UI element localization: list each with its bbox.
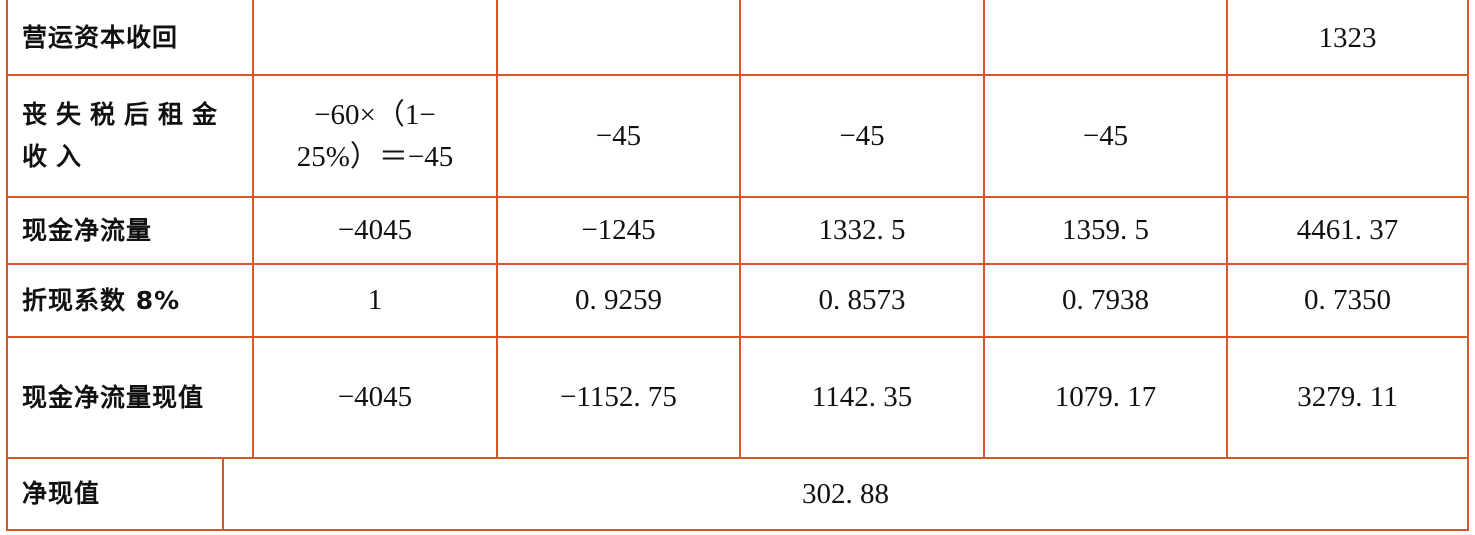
row-label-discount-factor: 折现系数 8%: [6, 263, 254, 338]
table-cell: 1359. 5: [983, 196, 1228, 265]
table-row-npv: 净现值 302. 88: [6, 457, 1469, 531]
table-row-discount-factor: 折现系数 8% 1 0. 9259 0. 8573 0. 7938 0. 735…: [6, 263, 1469, 338]
formula-line: 25%）＝−45: [296, 141, 454, 173]
table-cell: −45: [983, 74, 1228, 198]
table-cell: 1: [252, 263, 498, 338]
table-cell: 1323: [1226, 1, 1469, 76]
table-cell: 1332. 5: [739, 196, 985, 265]
table-cell: 0. 7350: [1226, 263, 1469, 338]
table-cell: −45: [496, 74, 741, 198]
table-cell: 1142. 35: [739, 336, 985, 459]
npv-value: 302. 88: [802, 477, 889, 510]
table-row-lost-rent: 丧失税后租金 收入 −60×（1− 25%）＝−45 −45 −45 −45: [6, 74, 1469, 198]
table-cell: [1226, 74, 1469, 198]
table-cell: −4045: [252, 196, 498, 265]
row-label-line: 丧失税后租金: [22, 100, 227, 129]
table-cell: [983, 1, 1228, 76]
npv-table: 营运资本收回 1323 丧失税后租金 收入 −60×（1− 25%）＝−45 −…: [6, 0, 1469, 531]
npv-table-wrapper: 营运资本收回 1323 丧失税后租金 收入 −60×（1− 25%）＝−45 −…: [6, 0, 1469, 531]
table-cell: 4461. 37: [1226, 196, 1469, 265]
table-cell: −1152. 75: [496, 336, 741, 459]
table-cell: 0. 9259: [496, 263, 741, 338]
table-cell-formula: −60×（1− 25%）＝−45: [252, 74, 498, 198]
row-label-line: 收入: [22, 142, 91, 171]
table-row-present-value: 现金净流量现值 −4045 −1152. 75 1142. 35 1079. 1…: [6, 336, 1469, 459]
table-cell: −45: [739, 74, 985, 198]
npv-row-container: 净现值 302. 88: [6, 457, 1469, 531]
table-cell: [252, 1, 498, 76]
table-cell: −4045: [252, 336, 498, 459]
table-cell: −1245: [496, 196, 741, 265]
table-cell: 0. 8573: [739, 263, 985, 338]
table-row-working-capital: 营运资本收回 1323: [6, 1, 1469, 76]
row-label-present-value: 现金净流量现值: [6, 336, 254, 459]
table-cell: 3279. 11: [1226, 336, 1469, 459]
row-label-lost-rent: 丧失税后租金 收入: [6, 74, 254, 198]
table-cell: 0. 7938: [983, 263, 1228, 338]
table-cell: [496, 1, 741, 76]
row-label-working-capital: 营运资本收回: [6, 1, 254, 76]
table-row-net-cash-flow: 现金净流量 −4045 −1245 1332. 5 1359. 5 4461. …: [6, 196, 1469, 265]
table-cell: [739, 1, 985, 76]
table-cell: 1079. 17: [983, 336, 1228, 459]
row-label-npv: 净现值: [8, 459, 224, 529]
row-label-net-cash-flow: 现金净流量: [6, 196, 254, 265]
formula-line: −60×（1−: [314, 99, 436, 131]
npv-inner-table: 净现值 302. 88: [8, 459, 1467, 529]
